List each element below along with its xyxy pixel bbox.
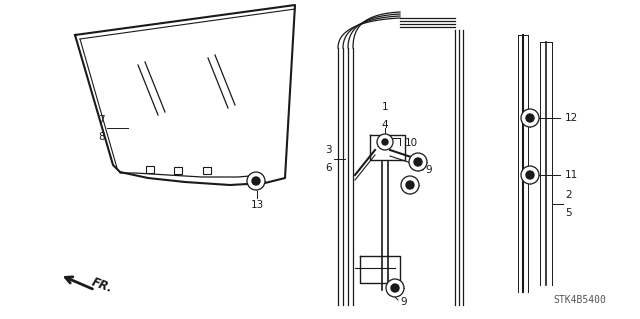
Circle shape [401,176,419,194]
Circle shape [526,114,534,122]
Text: 5: 5 [565,208,572,218]
Circle shape [386,279,404,297]
Text: 8: 8 [99,132,105,142]
Circle shape [252,177,260,185]
Text: 6: 6 [325,163,332,173]
Text: 4: 4 [381,120,388,130]
Circle shape [414,158,422,166]
Text: 1: 1 [381,102,388,112]
Text: STK4B5400: STK4B5400 [554,295,607,305]
Bar [203,167,211,174]
Text: 13: 13 [250,200,264,210]
Text: 10: 10 [405,138,418,148]
Text: 7: 7 [99,115,105,125]
Text: 9: 9 [425,165,431,175]
Text: 3: 3 [325,145,332,155]
Circle shape [377,134,393,150]
Text: FR.: FR. [90,275,115,295]
Circle shape [521,166,539,184]
Circle shape [526,171,534,179]
Circle shape [409,153,427,171]
Text: 12: 12 [565,113,579,123]
Bar [146,166,154,173]
Text: 9: 9 [400,297,406,307]
Circle shape [247,172,265,190]
Circle shape [382,139,388,145]
Text: 2: 2 [565,190,572,200]
Bar [174,167,182,174]
Circle shape [391,284,399,292]
Circle shape [521,109,539,127]
Text: 11: 11 [565,170,579,180]
Circle shape [406,181,414,189]
